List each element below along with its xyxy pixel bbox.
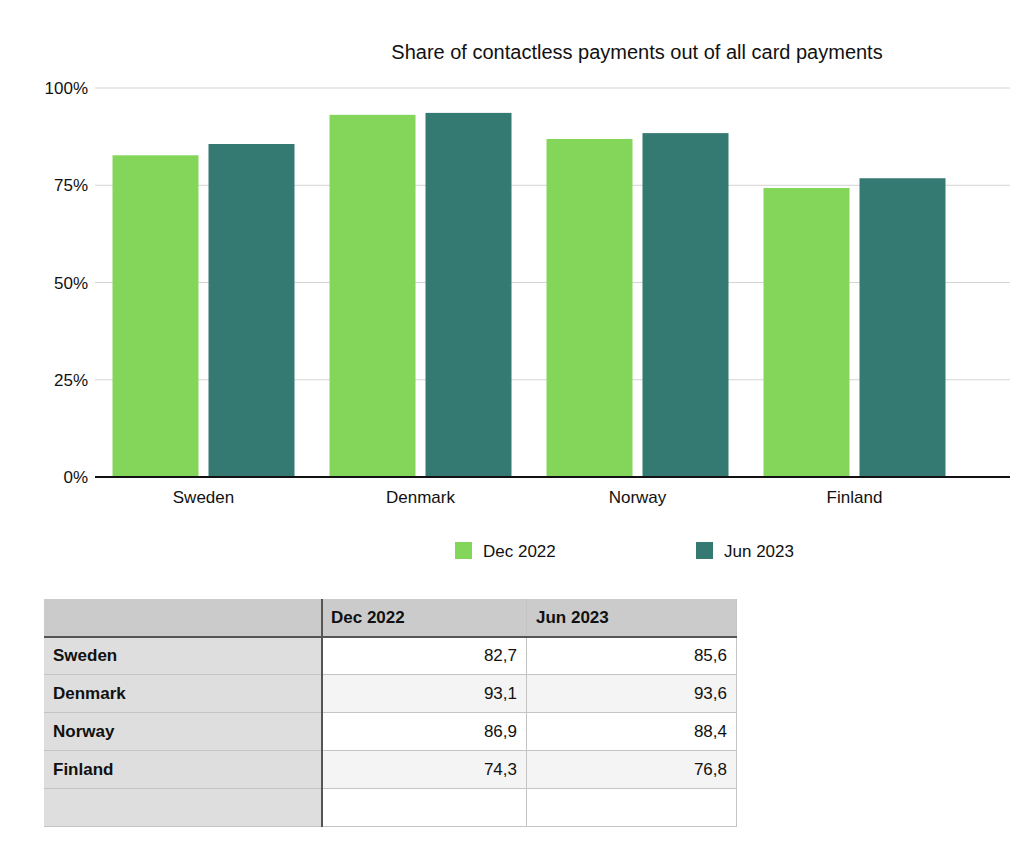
bar: [330, 115, 416, 477]
table-cell: 74,3: [322, 751, 527, 789]
table-row-label: [44, 789, 322, 827]
bar: [113, 155, 199, 477]
table-header: Jun 2023: [527, 599, 737, 637]
x-tick-label: Finland: [827, 488, 883, 507]
x-tick-label: Norway: [609, 488, 667, 507]
legend-swatch: [455, 542, 472, 559]
table-row-label: Sweden: [44, 637, 322, 675]
legend-swatch: [696, 542, 713, 559]
bars: [113, 113, 946, 477]
y-tick-label: 75%: [54, 176, 88, 195]
y-tick-label: 25%: [54, 371, 88, 390]
title: Share of contactless payments out of all…: [391, 41, 882, 63]
table-row-label: Denmark: [44, 675, 322, 713]
table-cell: 86,9: [322, 713, 527, 751]
bar: [764, 188, 850, 477]
table-rule: [44, 636, 737, 638]
table-cell: 85,6: [527, 637, 737, 675]
legend-label: Dec 2022: [483, 542, 556, 561]
bar: [426, 113, 512, 477]
table-corner: [44, 599, 322, 637]
chart: Share of contactless payments out of all…: [0, 0, 1024, 590]
y-tick-label: 100%: [45, 79, 88, 98]
bar: [547, 139, 633, 477]
table-cell: 93,6: [527, 675, 737, 713]
bar: [860, 178, 946, 477]
x-tick-label: Sweden: [173, 488, 234, 507]
table-rule: [321, 599, 323, 827]
grid-line: [95, 477, 1010, 478]
x-tick-label: Denmark: [386, 488, 455, 507]
y-tick-label: 50%: [54, 274, 88, 293]
table-cell: 93,1: [322, 675, 527, 713]
table-row-label: Norway: [44, 713, 322, 751]
table-header: Dec 2022: [322, 599, 527, 637]
x-axis: [95, 476, 1010, 478]
table-cell: [527, 789, 737, 827]
bar: [643, 133, 729, 477]
legend-label: Jun 2023: [724, 542, 794, 561]
table-cell: [322, 789, 527, 827]
table-cell: 88,4: [527, 713, 737, 751]
bar: [209, 144, 295, 477]
table-row-label: Finland: [44, 751, 322, 789]
table-cell: 82,7: [322, 637, 527, 675]
grid-line: [95, 88, 1010, 89]
table-cell: 76,8: [527, 751, 737, 789]
y-tick-label: 0%: [63, 468, 88, 487]
